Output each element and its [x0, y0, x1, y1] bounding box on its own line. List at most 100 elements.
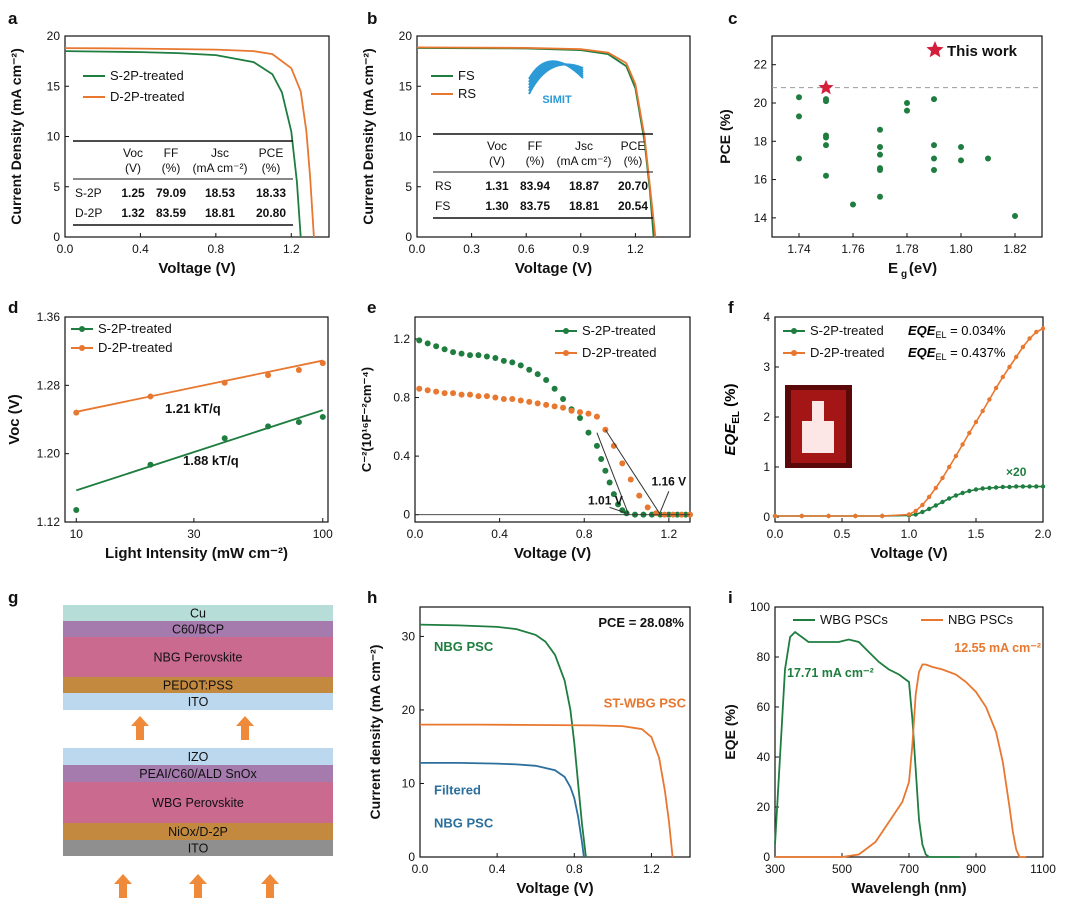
data-point	[913, 508, 918, 514]
x-tick-label: 900	[966, 862, 986, 876]
data-point	[500, 357, 507, 364]
y-axis-label: EQEEL (%)	[722, 384, 742, 456]
scatter-point	[823, 134, 829, 141]
table-header-unit: (mA cm⁻²)	[557, 154, 612, 168]
y-tick-label: 0	[408, 850, 415, 864]
panel-g: g Cu C60/BCP NBG Perovskite PEDOT:PSS ITO IZO P…	[8, 588, 333, 898]
data-point	[593, 442, 600, 449]
x-tick-label: 1100	[1030, 862, 1056, 876]
data-point	[619, 460, 626, 467]
legend-label: S-2P-treated	[110, 68, 184, 83]
layer-rect	[63, 840, 333, 856]
y-tick-label: 100	[750, 600, 770, 614]
y-axis-label: PCE (%)	[717, 109, 733, 163]
data-point	[1040, 326, 1046, 331]
table-cell: 1.25	[121, 186, 145, 200]
scatter-point	[877, 126, 883, 133]
table-header-unit: (V)	[489, 154, 505, 168]
panel-i: i 300 500 700 900 1100 0 20 40 60 80 100 Wavelengh (…	[722, 588, 1056, 897]
data-point	[960, 490, 965, 496]
data-point	[973, 487, 979, 492]
data-point	[424, 340, 431, 347]
photo-emission-shape	[802, 401, 834, 453]
axes-frame	[64, 316, 329, 523]
data-point	[500, 396, 507, 402]
data-point	[319, 413, 326, 420]
multiplier-label: ×20	[1006, 465, 1027, 479]
light-arrow	[189, 874, 207, 898]
annotation-voltage: 1.01 V	[588, 493, 623, 507]
y-axis-label-main: EQE	[722, 423, 739, 456]
layer-rect	[63, 605, 333, 621]
electroluminescence-photo	[785, 385, 852, 468]
y-tick-label: 1	[763, 460, 770, 474]
x-axis-label: Light Intensity (mW cm⁻²)	[105, 545, 288, 562]
y-tick-label: 10	[47, 130, 61, 144]
scatter-point	[823, 98, 829, 105]
eqe-number: = 0.437%	[946, 345, 1005, 360]
y-tick-label: 20	[399, 29, 413, 43]
x-tick-label: 1.80	[949, 242, 973, 256]
data-point	[593, 413, 600, 420]
y-axis-label-unit: (%)	[722, 384, 739, 412]
table-header-unit: (%)	[162, 161, 181, 175]
x-tick-label: 1.74	[787, 242, 811, 256]
x-axis-label: Wavelengh (nm)	[851, 880, 966, 897]
y-tick-label: 1.36	[37, 310, 61, 324]
simit-logo: SIMIT	[528, 60, 584, 106]
layer-label: NBG Perovskite	[154, 651, 243, 665]
y-tick-label: 22	[754, 58, 768, 72]
legend-label: D-2P-treated	[582, 345, 656, 360]
y-tick-label: 0	[763, 510, 770, 524]
legend-marker	[563, 328, 569, 334]
data-point	[967, 488, 972, 494]
x-tick-label: 2.0	[1035, 527, 1052, 541]
data-point	[933, 503, 938, 508]
annotation-this-work: This work	[947, 43, 1018, 60]
layer-label: ITO	[188, 695, 209, 709]
legend-label: S-2P-treated	[582, 323, 656, 338]
data-point	[416, 385, 423, 392]
data-point	[560, 404, 567, 411]
axes-frame	[419, 606, 691, 858]
table-cell: 83.94	[520, 179, 550, 193]
data-point	[993, 385, 999, 391]
data-point	[880, 513, 885, 519]
data-point	[1027, 484, 1032, 489]
panel-e: e 0.0 0.4 0.8 1.2 0 0.4 0.8 1.2 Voltage (V) C⁻²(10…	[359, 298, 693, 562]
y-tick-label: 0.8	[393, 391, 410, 405]
scatter-point	[931, 96, 937, 103]
y-tick-label: 20	[47, 29, 61, 43]
data-point	[973, 419, 979, 425]
data-point	[1040, 484, 1046, 489]
y-tick-label: 0	[403, 508, 410, 522]
x-tick-label: 0.8	[566, 862, 583, 876]
y-tick-label: 1.20	[37, 447, 61, 461]
legend-label: RS	[458, 86, 476, 101]
x-axis-label: Voltage (V)	[158, 260, 235, 277]
series-label-line: NBG PSC	[434, 816, 494, 831]
y-tick-label: 1.12	[37, 515, 61, 529]
y-tick-label: 10	[402, 776, 416, 790]
data-point	[424, 387, 431, 394]
table-cell: 1.31	[485, 179, 509, 193]
y-tick-label: 4	[763, 310, 770, 324]
y-tick-label: 15	[399, 79, 413, 93]
eqe-sub: EL	[935, 330, 946, 340]
data-point	[1000, 374, 1005, 380]
legend-label: FS	[458, 68, 475, 83]
data-point	[947, 496, 952, 501]
data-point	[940, 475, 945, 481]
table-header-unit: (mA cm⁻²)	[193, 161, 248, 175]
panel-label: h	[367, 588, 377, 607]
data-point	[492, 394, 499, 401]
data-point	[543, 401, 550, 408]
series-line	[416, 46, 657, 238]
x-tick-label: 300	[765, 862, 785, 876]
legend-marker	[563, 350, 569, 356]
y-tick-label: 0	[53, 230, 60, 244]
x-tick-label: 0.8	[208, 242, 225, 256]
data-point	[1020, 344, 1026, 350]
